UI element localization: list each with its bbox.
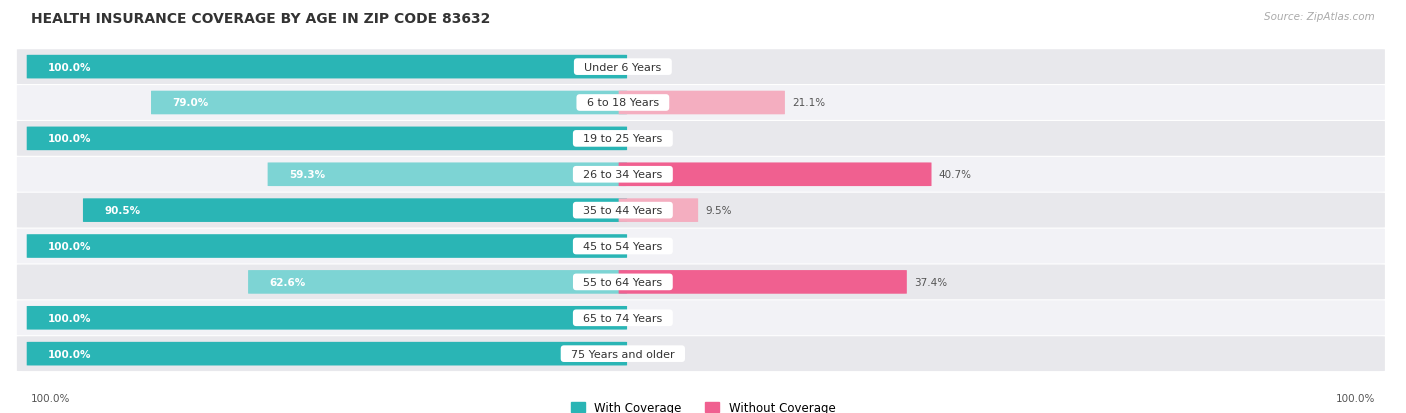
FancyBboxPatch shape — [17, 50, 1385, 85]
Text: 100.0%: 100.0% — [48, 62, 91, 72]
Text: 100.0%: 100.0% — [1336, 393, 1375, 403]
FancyBboxPatch shape — [17, 157, 1385, 192]
FancyBboxPatch shape — [27, 306, 627, 330]
Text: 100.0%: 100.0% — [48, 349, 91, 359]
FancyBboxPatch shape — [17, 301, 1385, 335]
Text: 0.0%: 0.0% — [634, 62, 661, 72]
FancyBboxPatch shape — [83, 199, 627, 223]
FancyBboxPatch shape — [17, 193, 1385, 228]
Text: 100.0%: 100.0% — [48, 242, 91, 252]
FancyBboxPatch shape — [150, 91, 627, 115]
Text: 62.6%: 62.6% — [269, 277, 305, 287]
Text: 75 Years and older: 75 Years and older — [564, 349, 682, 359]
FancyBboxPatch shape — [619, 199, 699, 223]
Text: 79.0%: 79.0% — [172, 98, 208, 108]
FancyBboxPatch shape — [27, 342, 627, 366]
Text: 65 to 74 Years: 65 to 74 Years — [576, 313, 669, 323]
Text: Under 6 Years: Under 6 Years — [578, 62, 668, 72]
FancyBboxPatch shape — [17, 86, 1385, 121]
Text: Source: ZipAtlas.com: Source: ZipAtlas.com — [1264, 12, 1375, 22]
FancyBboxPatch shape — [27, 235, 627, 258]
Text: 0.0%: 0.0% — [634, 349, 661, 359]
Text: HEALTH INSURANCE COVERAGE BY AGE IN ZIP CODE 83632: HEALTH INSURANCE COVERAGE BY AGE IN ZIP … — [31, 12, 491, 26]
Text: 90.5%: 90.5% — [104, 206, 141, 216]
Text: 55 to 64 Years: 55 to 64 Years — [576, 277, 669, 287]
FancyBboxPatch shape — [17, 265, 1385, 299]
Text: 19 to 25 Years: 19 to 25 Years — [576, 134, 669, 144]
Text: 9.5%: 9.5% — [706, 206, 731, 216]
Text: 45 to 54 Years: 45 to 54 Years — [576, 242, 669, 252]
Text: 0.0%: 0.0% — [634, 242, 661, 252]
FancyBboxPatch shape — [619, 271, 907, 294]
FancyBboxPatch shape — [267, 163, 627, 187]
Text: 100.0%: 100.0% — [31, 393, 70, 403]
FancyBboxPatch shape — [619, 163, 932, 187]
FancyBboxPatch shape — [27, 127, 627, 151]
FancyBboxPatch shape — [619, 91, 785, 115]
FancyBboxPatch shape — [27, 56, 627, 79]
Text: 26 to 34 Years: 26 to 34 Years — [576, 170, 669, 180]
Text: 35 to 44 Years: 35 to 44 Years — [576, 206, 669, 216]
Text: 6 to 18 Years: 6 to 18 Years — [579, 98, 666, 108]
Text: 59.3%: 59.3% — [288, 170, 325, 180]
FancyBboxPatch shape — [17, 337, 1385, 371]
FancyBboxPatch shape — [17, 122, 1385, 157]
Legend: With Coverage, Without Coverage: With Coverage, Without Coverage — [571, 401, 835, 413]
FancyBboxPatch shape — [247, 271, 627, 294]
Text: 0.0%: 0.0% — [634, 313, 661, 323]
Text: 100.0%: 100.0% — [48, 313, 91, 323]
FancyBboxPatch shape — [17, 229, 1385, 264]
Text: 40.7%: 40.7% — [939, 170, 972, 180]
Text: 37.4%: 37.4% — [914, 277, 948, 287]
Text: 100.0%: 100.0% — [48, 134, 91, 144]
Text: 21.1%: 21.1% — [792, 98, 825, 108]
Text: 0.0%: 0.0% — [634, 134, 661, 144]
